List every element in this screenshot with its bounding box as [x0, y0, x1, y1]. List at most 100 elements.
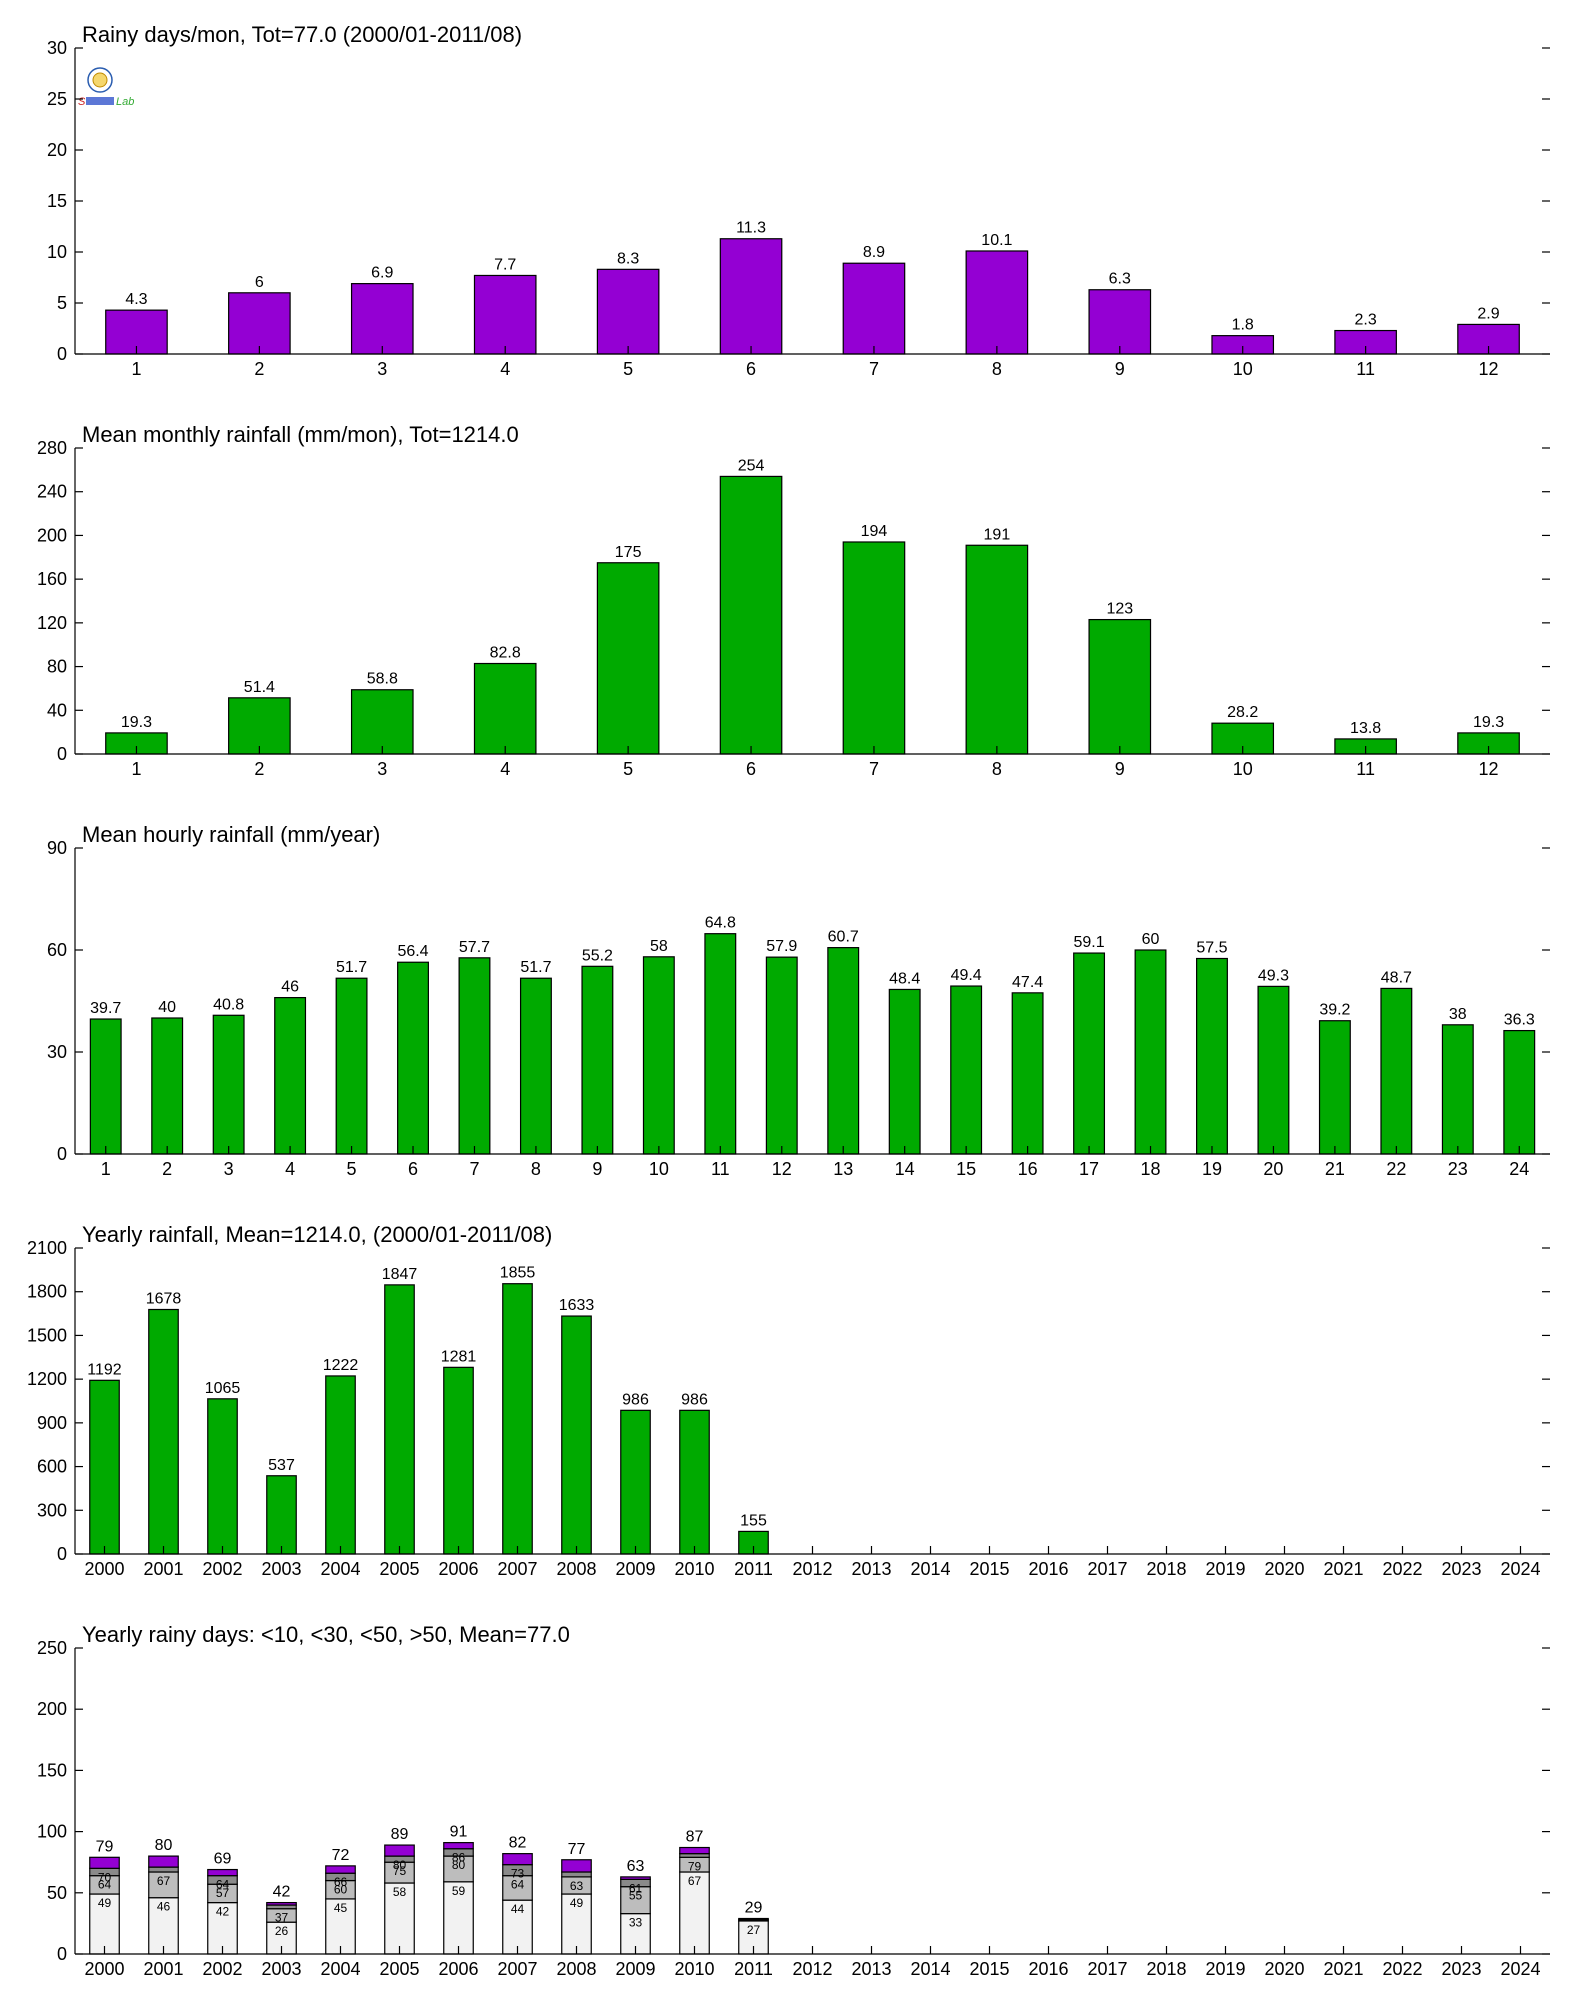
- stack-segment: [384, 1844, 415, 1857]
- bar: [965, 544, 1029, 755]
- bar: [719, 475, 783, 755]
- stack-segment: [561, 1871, 592, 1878]
- x-tick-label: 3: [224, 1159, 234, 1179]
- data-label: 60: [1142, 931, 1160, 948]
- segment-label: 27: [747, 1923, 761, 1937]
- bar: [384, 1284, 415, 1555]
- total-label: 80: [155, 1837, 173, 1854]
- data-label: 57.7: [459, 939, 490, 956]
- y-tick-label: 150: [37, 1760, 67, 1780]
- bar: [207, 1398, 238, 1555]
- bar: [581, 965, 614, 1155]
- y-tick-label: 40: [47, 700, 67, 720]
- x-tick-label: 9: [1115, 359, 1125, 379]
- x-tick-label: 2011: [734, 1559, 773, 1579]
- x-tick-label: 5: [347, 1159, 357, 1179]
- x-tick-label: 2010: [674, 1959, 714, 1979]
- bar: [704, 933, 737, 1155]
- bar: [1441, 1024, 1474, 1155]
- x-tick-label: 2002: [202, 1959, 242, 1979]
- bar: [148, 1308, 179, 1555]
- segment-label: 86: [452, 1851, 466, 1865]
- bar: [620, 1409, 651, 1555]
- data-label: 60.7: [828, 929, 859, 946]
- x-tick-label: 5: [623, 759, 633, 779]
- x-tick-label: 2007: [497, 1559, 537, 1579]
- stack-segment: [89, 1856, 120, 1869]
- data-label: 51.7: [336, 959, 367, 976]
- data-label: 10.1: [981, 232, 1012, 249]
- x-tick-label: 7: [469, 1159, 479, 1179]
- stack-segment: [443, 1855, 474, 1883]
- x-tick-label: 2020: [1264, 1959, 1304, 1979]
- bar: [642, 956, 675, 1155]
- data-label: 38: [1449, 1006, 1467, 1023]
- x-tick-label: 2024: [1500, 1559, 1540, 1579]
- chart-rainy-days: Rainy days/mon, Tot=77.0 (2000/01-2011/0…: [47, 22, 1550, 379]
- stack-segment: [384, 1882, 415, 1955]
- x-tick-label: 2000: [84, 1959, 124, 1979]
- chart-hourly-rainfall: Mean hourly rainfall (mm/year) 0 30 60 90 39.…: [47, 822, 1550, 1179]
- segment-label: 70: [98, 1870, 112, 1884]
- segment-label: 64: [511, 1878, 525, 1892]
- bar: [765, 956, 798, 1155]
- bar: [89, 1379, 120, 1555]
- segment-label: 33: [629, 1916, 643, 1930]
- x-tick-label: 2005: [379, 1559, 419, 1579]
- x-tick-label: 8: [992, 359, 1002, 379]
- x-tick-label: 2001: [143, 1559, 183, 1579]
- x-tick-label: 2008: [556, 1959, 596, 1979]
- x-tick-label: 2006: [438, 1559, 478, 1579]
- x-tick-label: 2010: [674, 1559, 714, 1579]
- x-tick-label: 21: [1325, 1159, 1345, 1179]
- data-label: 57.9: [766, 938, 797, 955]
- stack-segment: [502, 1875, 533, 1901]
- x-tick-label: 9: [1115, 759, 1125, 779]
- bar: [473, 662, 537, 755]
- x-tick-label: 4: [500, 359, 510, 379]
- chart-title: Mean monthly rainfall (mm/mon), Tot=1214…: [82, 422, 519, 447]
- stack-segment: [148, 1866, 179, 1873]
- data-label: 6.9: [371, 265, 393, 282]
- segment-label: 46: [157, 1900, 171, 1914]
- y-tick-label: 60: [47, 940, 67, 960]
- data-label: 39.2: [1319, 1002, 1350, 1019]
- x-tick-label: 6: [408, 1159, 418, 1179]
- data-label: 57.5: [1196, 940, 1227, 957]
- bar: [1503, 1029, 1536, 1155]
- data-label: 1678: [146, 1290, 182, 1307]
- bar: [1196, 957, 1228, 1155]
- x-tick-label: 2022: [1382, 1559, 1422, 1579]
- y-tick-label: 0: [57, 1544, 67, 1564]
- data-label: 51.7: [520, 959, 551, 976]
- x-tick-label: 17: [1079, 1159, 1099, 1179]
- segment-label: 75: [393, 1864, 407, 1878]
- bar: [1011, 992, 1044, 1155]
- segment-label: 26: [275, 1924, 289, 1938]
- total-label: 79: [96, 1838, 114, 1855]
- chart-title: Yearly rainfall, Mean=1214.0, (2000/01-2…: [82, 1222, 552, 1247]
- x-tick-label: 2011: [734, 1959, 773, 1979]
- x-tick-label: 2012: [792, 1559, 832, 1579]
- segment-label: 63: [570, 1879, 584, 1893]
- total-label: 89: [391, 1826, 409, 1843]
- y-tick-label: 160: [37, 569, 67, 589]
- lab-logo: Lab S: [78, 67, 134, 108]
- data-label: 64.8: [705, 915, 736, 932]
- x-tick-label: 22: [1386, 1159, 1406, 1179]
- data-label: 155: [740, 1512, 767, 1529]
- x-tick-label: 2022: [1382, 1959, 1422, 1979]
- stack-segment: [325, 1898, 356, 1955]
- x-tick-label: 2015: [969, 1559, 1009, 1579]
- x-tick-label: 1: [131, 359, 141, 379]
- bar: [266, 1475, 297, 1555]
- y-tick-label: 120: [37, 613, 67, 633]
- data-label: 19.3: [121, 714, 152, 731]
- x-tick-label: 2019: [1205, 1959, 1245, 1979]
- x-tick-label: 15: [956, 1159, 976, 1179]
- segment-label: 60: [334, 1883, 348, 1897]
- x-tick-label: 2023: [1441, 1959, 1481, 1979]
- stack-segment: [679, 1846, 710, 1855]
- stack-segment: [443, 1881, 474, 1955]
- bar: [443, 1366, 474, 1555]
